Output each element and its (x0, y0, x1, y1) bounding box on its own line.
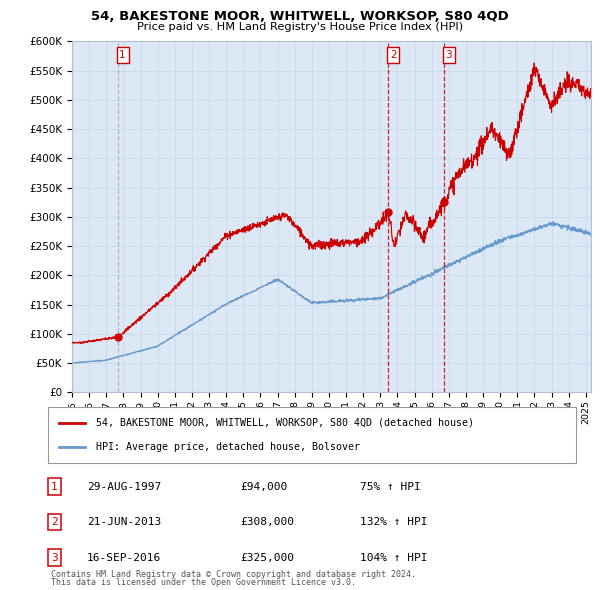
Text: £94,000: £94,000 (240, 482, 287, 491)
Text: 132% ↑ HPI: 132% ↑ HPI (360, 517, 427, 527)
Text: 2: 2 (390, 50, 397, 60)
Text: 104% ↑ HPI: 104% ↑ HPI (360, 553, 427, 562)
Text: 21-JUN-2013: 21-JUN-2013 (87, 517, 161, 527)
Text: Contains HM Land Registry data © Crown copyright and database right 2024.: Contains HM Land Registry data © Crown c… (51, 570, 416, 579)
Text: 16-SEP-2016: 16-SEP-2016 (87, 553, 161, 562)
Text: 2: 2 (51, 517, 58, 527)
Text: 1: 1 (51, 482, 58, 491)
Text: 29-AUG-1997: 29-AUG-1997 (87, 482, 161, 491)
Text: This data is licensed under the Open Government Licence v3.0.: This data is licensed under the Open Gov… (51, 578, 356, 587)
Text: 3: 3 (51, 553, 58, 562)
Text: Price paid vs. HM Land Registry's House Price Index (HPI): Price paid vs. HM Land Registry's House … (137, 22, 463, 32)
Text: 3: 3 (446, 50, 452, 60)
Text: 54, BAKESTONE MOOR, WHITWELL, WORKSOP, S80 4QD: 54, BAKESTONE MOOR, WHITWELL, WORKSOP, S… (91, 10, 509, 23)
Text: 75% ↑ HPI: 75% ↑ HPI (360, 482, 421, 491)
Text: HPI: Average price, detached house, Bolsover: HPI: Average price, detached house, Bols… (95, 442, 359, 453)
Text: 1: 1 (119, 50, 126, 60)
Text: £325,000: £325,000 (240, 553, 294, 562)
Text: 54, BAKESTONE MOOR, WHITWELL, WORKSOP, S80 4QD (detached house): 54, BAKESTONE MOOR, WHITWELL, WORKSOP, S… (95, 418, 473, 428)
Text: £308,000: £308,000 (240, 517, 294, 527)
